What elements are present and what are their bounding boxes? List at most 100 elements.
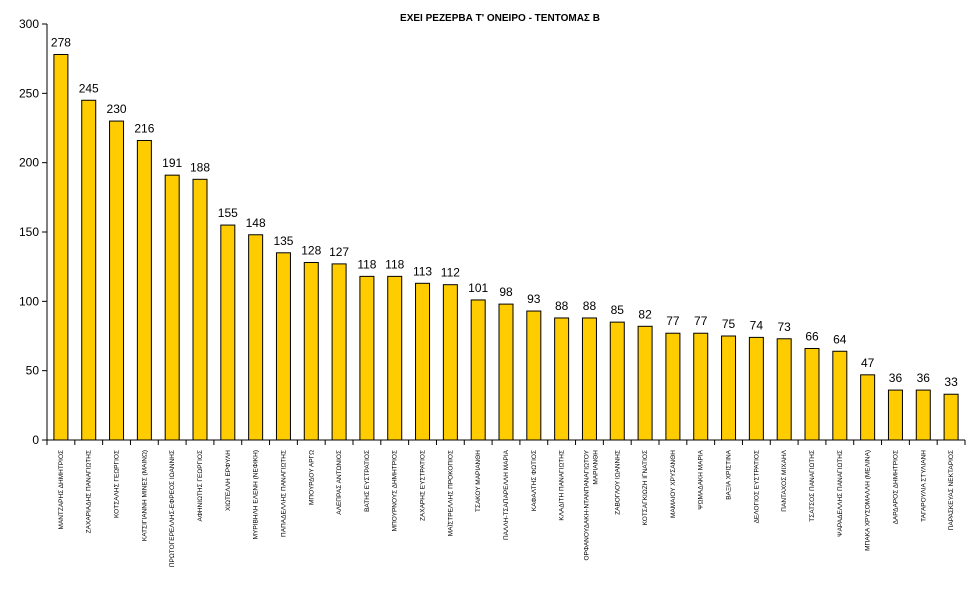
bar [303, 262, 319, 441]
value-label: 278 [51, 36, 71, 50]
value-label: 148 [246, 216, 266, 230]
value-label: 77 [694, 314, 708, 328]
category-label: ΜΑΪΣΤΡΕΛΛΗΣ ΠΡΟΚΟΠΙΟΣ [446, 450, 454, 536]
bar [81, 99, 97, 441]
value-label: 74 [750, 318, 764, 332]
bar [943, 393, 959, 441]
value-labels: 278 245 230 216 191 188 155 148 135 128 127 118 118 1… [51, 36, 958, 390]
bar [581, 317, 597, 441]
bar [470, 299, 486, 441]
bar [860, 374, 876, 441]
category-label: ΚΟΤΣΑΓΚΙΩΖΗ ΙΓΝΑΤΙΟΣ [642, 450, 649, 525]
category-label: ΔΕΛΟΓΙΟΣ ΕΥΣΤΡΑΤΙΟΣ [753, 450, 760, 523]
value-label: 112 [441, 266, 460, 280]
category-label: ΜΑΝΤΖΑΡΗΣ ΔΗΜΗΤΡΙΟΣ [58, 450, 65, 530]
bar [776, 338, 792, 441]
bar [665, 332, 681, 441]
value-label: 216 [134, 121, 154, 135]
value-label: 230 [107, 102, 127, 116]
category-label: ΜΠΟΥΡΔΟΥ ΑΡΓΩ [308, 450, 315, 505]
value-label: 33 [944, 375, 958, 389]
bar [248, 234, 264, 441]
bar [442, 284, 458, 441]
value-label: 88 [583, 299, 597, 313]
bar [832, 350, 848, 441]
category-label: ΜΑΜΑΙΟΥ ΧΡΥΣΑΝΘΗ [670, 450, 677, 518]
category-label: ΠΑΝΤΑΧΟΣ ΜΙΧΑΗΛ [781, 449, 788, 511]
category-label: ΚΑΤΣΙΓΙΑΝΝΗ ΜΙΝΕΣ (ΜΑΙΝΩ) [141, 450, 148, 541]
category-label: ΜΠΟΥΡΝΟΥΣ ΔΗΜΗΤΡΙΟΣ [392, 450, 399, 531]
category-label: ΟΡΦΑΝΟΥΔΑΚΗ-ΝΤΑΝΠΑΝΑΓΙΩΤΟΥ ΜΑΡΙΑΝΘΗ [583, 449, 599, 560]
bars [53, 54, 959, 441]
category-label: ΑΦΗΝΙΩΤΗΣ ΓΕΩΡΓΙΟΣ [197, 450, 204, 521]
category-label: ΚΛΑΔΙΤΗ ΠΑΝΑΓΙΩΤΗΣ [559, 450, 566, 521]
category-label: ΤΣΑΚΟΥ ΜΑΡΙΑΝΘΗ [475, 450, 482, 512]
bar [136, 139, 152, 441]
bar [721, 335, 737, 441]
bar [387, 275, 403, 441]
value-label: 73 [778, 320, 792, 334]
value-label: 101 [468, 281, 488, 295]
y-tick-label: 300 [19, 17, 39, 31]
category-label: ΨΑΡΑΔΕΛΛΗΣ ΠΑΝΑΓΙΩΤΗΣ [837, 450, 844, 537]
value-label: 85 [611, 303, 625, 317]
value-label: 118 [357, 257, 376, 271]
value-label: 36 [889, 371, 903, 385]
category-label: ΜΥΡΙΒΗΛΗ ΕΛΕΝΗ (ΝΕΦΙΚΗ) [253, 450, 260, 539]
value-label: 127 [329, 245, 349, 259]
bar [53, 54, 69, 441]
bar [693, 332, 709, 441]
category-label: ΠΡΩΤΟΓΕΡΕΛΛΗΣ-ΕΦΡΕΟΣ ΙΩΑΝΝΗΣ [169, 450, 176, 567]
value-label: 118 [385, 257, 404, 271]
value-label: 128 [301, 244, 321, 258]
value-label: 155 [218, 206, 238, 220]
bar [220, 224, 236, 441]
category-label: ΠΑΡΑΣΚΕΥΑΣ ΝΕΚΤΑΡΙΟΣ [948, 450, 955, 530]
value-label: 36 [917, 371, 931, 385]
y-tick-label: 100 [19, 294, 39, 308]
category-label: ΨΩΜΑΔΑΚΗ ΜΑΡΙΑ [698, 449, 705, 509]
bar [359, 275, 375, 441]
x-axis: ΜΑΝΤΖΑΡΗΣ ΔΗΜΗΤΡΙΟΣ ΖΑΧΑΡΙΑΔΗΣ ΠΑΝΑΓΙΩΤΗΣ… [46, 439, 966, 567]
category-label: ΤΑΓΑΡΟΥΛΙΑ ΣΤΥΛΙΑΝΗ [920, 450, 927, 522]
value-label: 77 [666, 314, 680, 328]
category-label: ΤΣΑΤΣΟΣ ΠΑΝΑΓΙΩΤΗΣ [809, 450, 816, 522]
value-label: 188 [190, 160, 210, 174]
y-tick-label: 0 [32, 433, 39, 447]
bar [498, 303, 514, 441]
category-label: ΖΑΧΑΡΗΣ ΕΥΣΤΡΑΤΙΟΣ [420, 450, 427, 521]
category-label: ΜΠΑΚΑ ΧΡΥΣΟΜΑΛΛΗ (ΜΕΛΙΝΑ) [865, 450, 872, 551]
value-label: 82 [638, 307, 652, 321]
bar [887, 389, 903, 441]
category-label: ΔΑΡΔΑΡΟΣ ΔΗΜΗΤΡΙΟΣ [892, 450, 899, 524]
chart-title: ΕΧΕΙ ΡΕΖΕΡΒΑ Τ' ΟΝΕΙΡΟ - ΤΕΝΤΟΜΑΣ Β [400, 13, 600, 24]
y-tick-label: 50 [26, 364, 40, 378]
category-label: ΒΑΞΙΑ ΧΡΙΣΤΙΝΑ [726, 449, 733, 499]
value-label: 98 [499, 285, 513, 299]
category-label: ΠΑΠΑΔΕΛΛΗΣ ΠΑΝΑΓΙΩΤΗΣ [280, 450, 287, 537]
bar [109, 120, 125, 441]
bar [164, 174, 180, 441]
value-label: 93 [527, 292, 541, 306]
bar [331, 263, 347, 441]
category-label: ΠΑΛΛΗ-ΤΣΑΠΑΡΕΛΛΗ ΜΑΡΙΑ [503, 449, 510, 540]
value-label: 135 [273, 234, 293, 248]
bar [637, 325, 653, 441]
value-label: 191 [162, 156, 182, 170]
value-label: 88 [555, 299, 569, 313]
category-label: ΖΑΧΑΡΙΑΔΗΣ ΠΑΝΑΓΙΩΤΗΣ [86, 450, 93, 533]
y-tick-label: 250 [19, 86, 39, 100]
y-tick-label: 150 [19, 225, 39, 239]
category-label: ΑΛΕΠΡΑΣ ΑΝΤΩΝΙΟΣ [336, 450, 343, 515]
bar [804, 347, 820, 441]
bar [609, 321, 625, 441]
category-label: ΖΑΒΟΓΛΟΥ ΙΩΑΝΝΗΣ [614, 450, 621, 515]
bar [415, 282, 431, 441]
y-axis: 0 50 100 150 200 250 300 [19, 17, 48, 447]
category-label: ΒΑΤΗΣ ΕΥΣΤΡΑΤΙΟΣ [364, 450, 371, 512]
value-label: 245 [79, 81, 99, 95]
bar [192, 178, 208, 441]
value-label: 75 [722, 317, 736, 331]
value-label: 64 [833, 332, 847, 346]
